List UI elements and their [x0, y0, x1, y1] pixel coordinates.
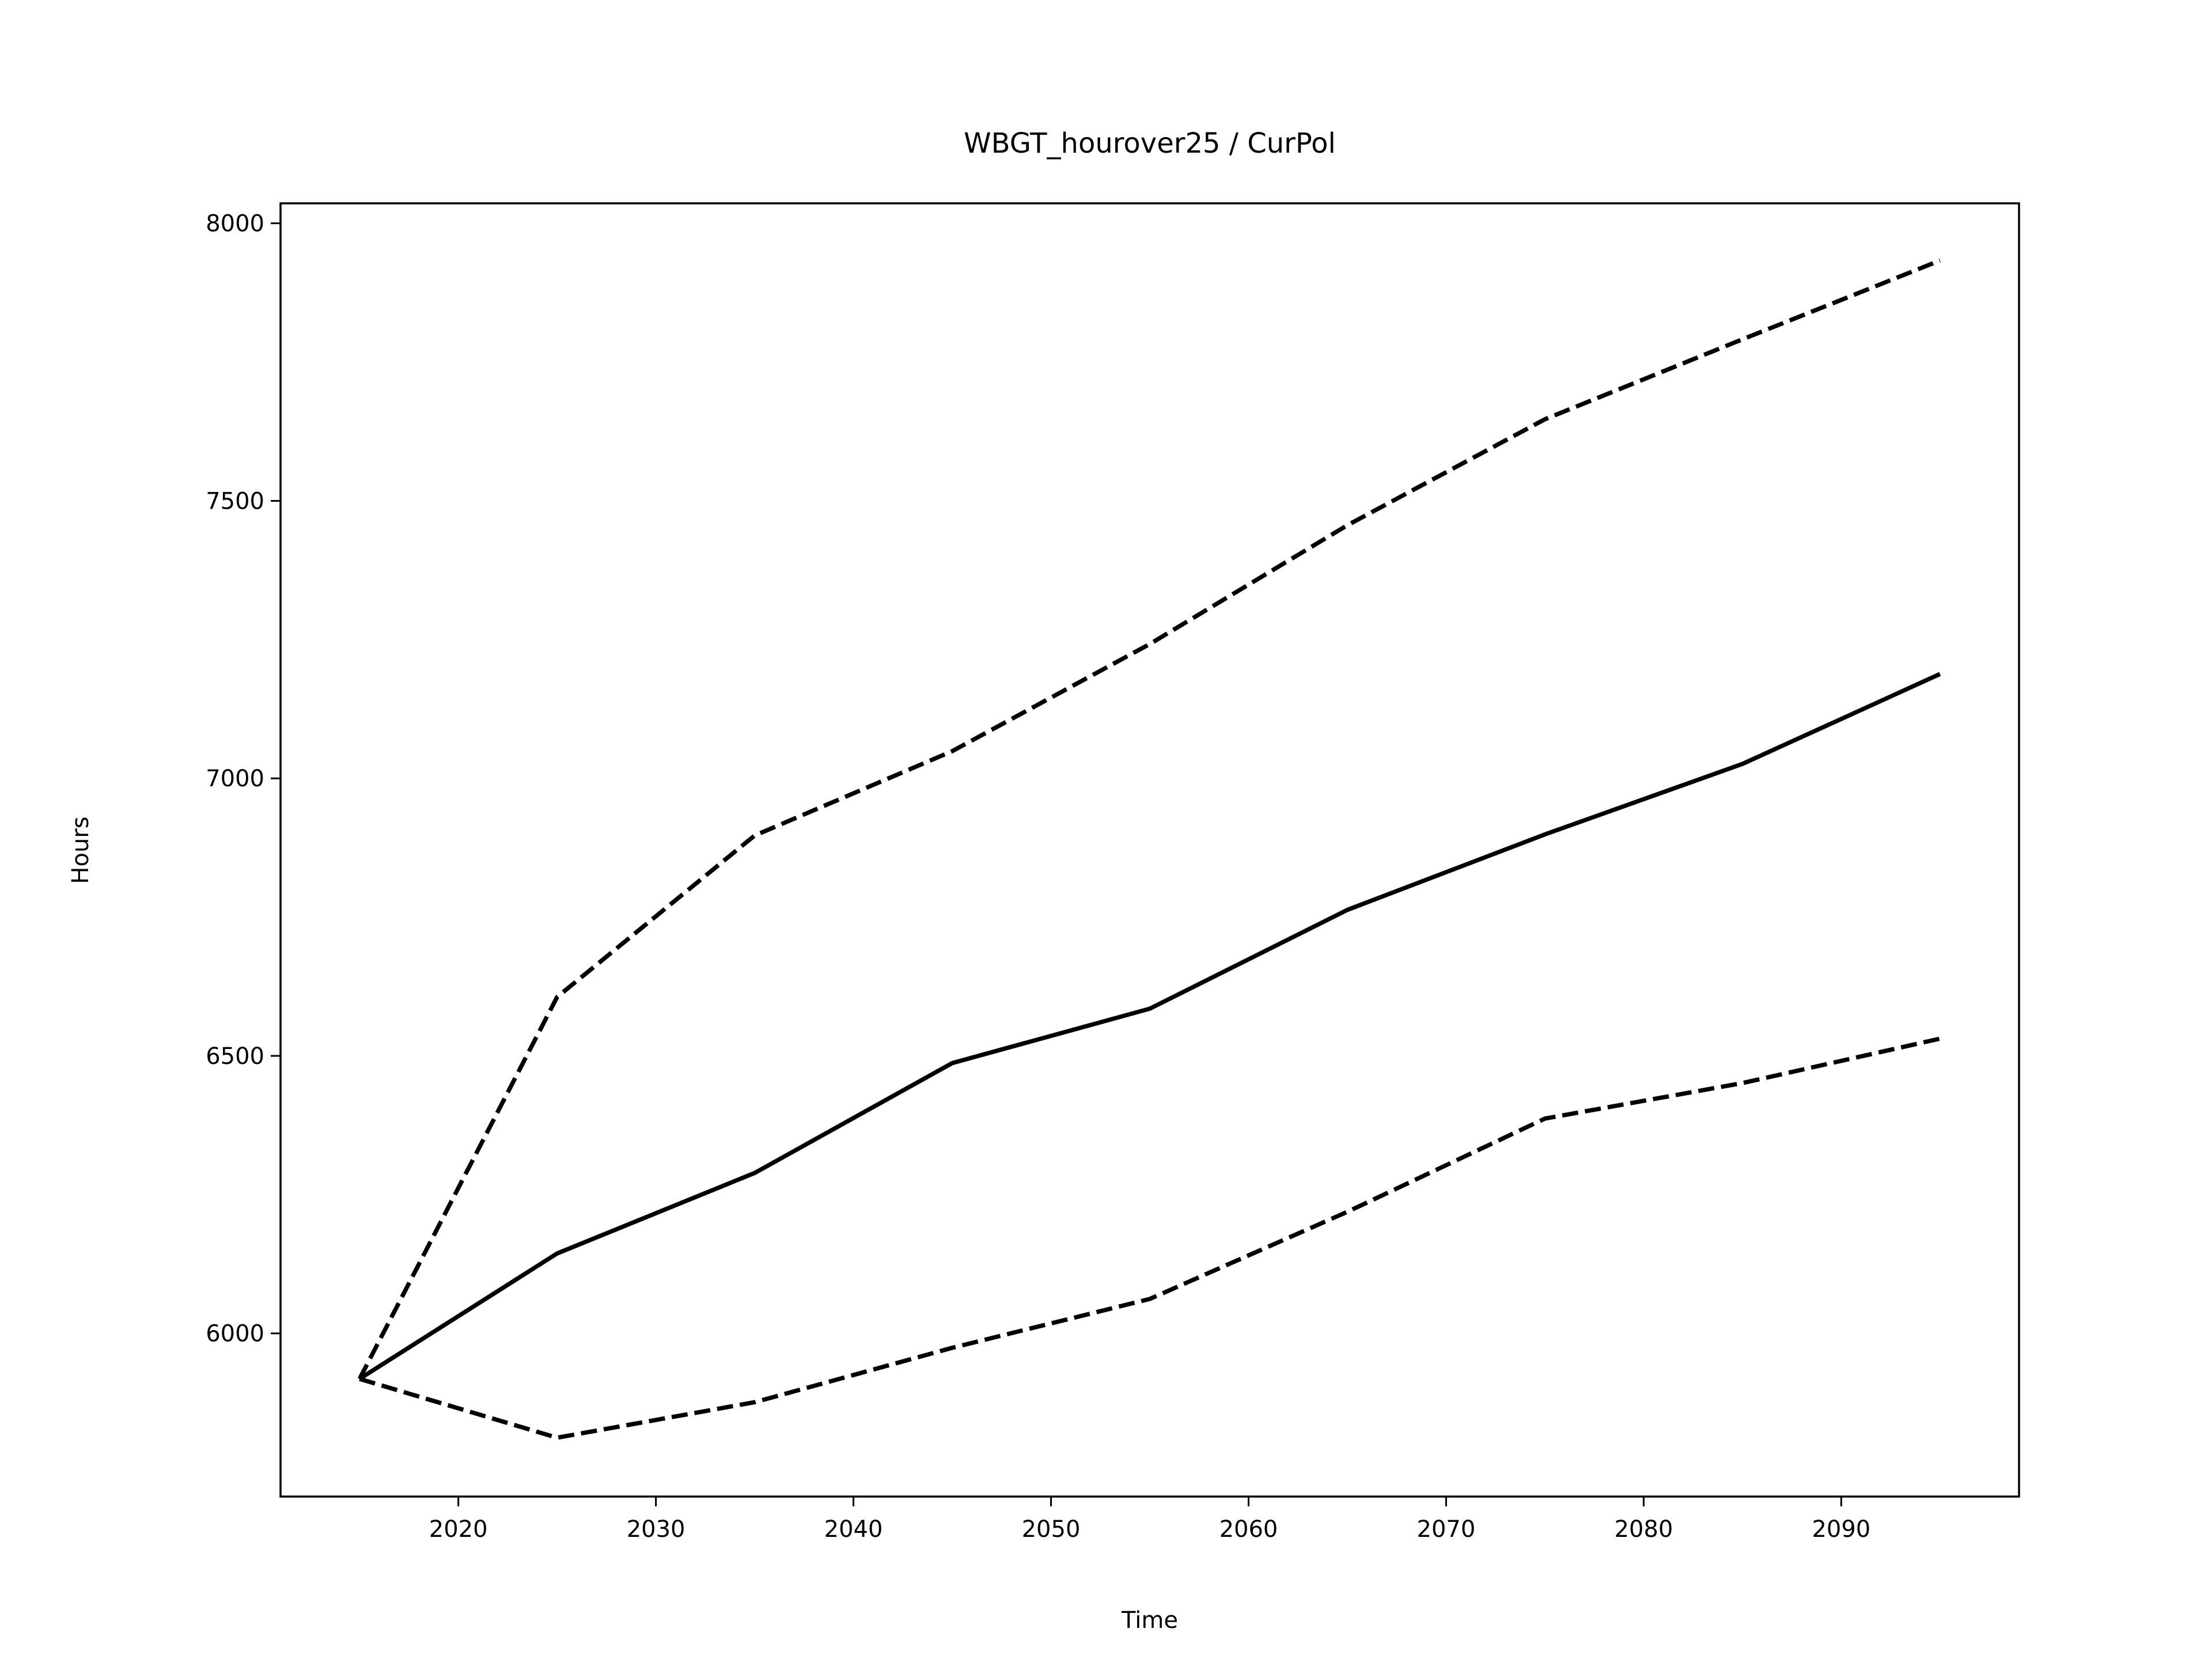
- y-tick-label: 7500: [206, 488, 264, 514]
- x-tick-label: 2020: [429, 1516, 488, 1543]
- line-series: [357, 258, 1941, 1380]
- y-tick-label: 7000: [206, 766, 264, 792]
- y-tick-label: 6000: [206, 1321, 264, 1347]
- x-tick-label: 2070: [1417, 1516, 1476, 1543]
- x-tick-label: 2040: [824, 1516, 883, 1543]
- y-axis-label: Hours: [67, 816, 94, 884]
- x-tick-label: 2030: [627, 1516, 685, 1543]
- plot-frame: [279, 202, 2020, 1498]
- line-series: [359, 1036, 1941, 1440]
- x-axis-label: Time: [1121, 1607, 1178, 1634]
- line-series: [358, 672, 1941, 1381]
- x-tick-label: 2060: [1219, 1516, 1278, 1543]
- x-tick-label: 2090: [1812, 1516, 1870, 1543]
- chart-title: WBGT_hourover25 / CurPol: [964, 127, 1336, 160]
- y-tick-label: 8000: [206, 211, 264, 237]
- x-tick-label: 2050: [1022, 1516, 1081, 1543]
- x-tick-label: 2080: [1614, 1516, 1673, 1543]
- y-tick-label: 6500: [206, 1043, 264, 1070]
